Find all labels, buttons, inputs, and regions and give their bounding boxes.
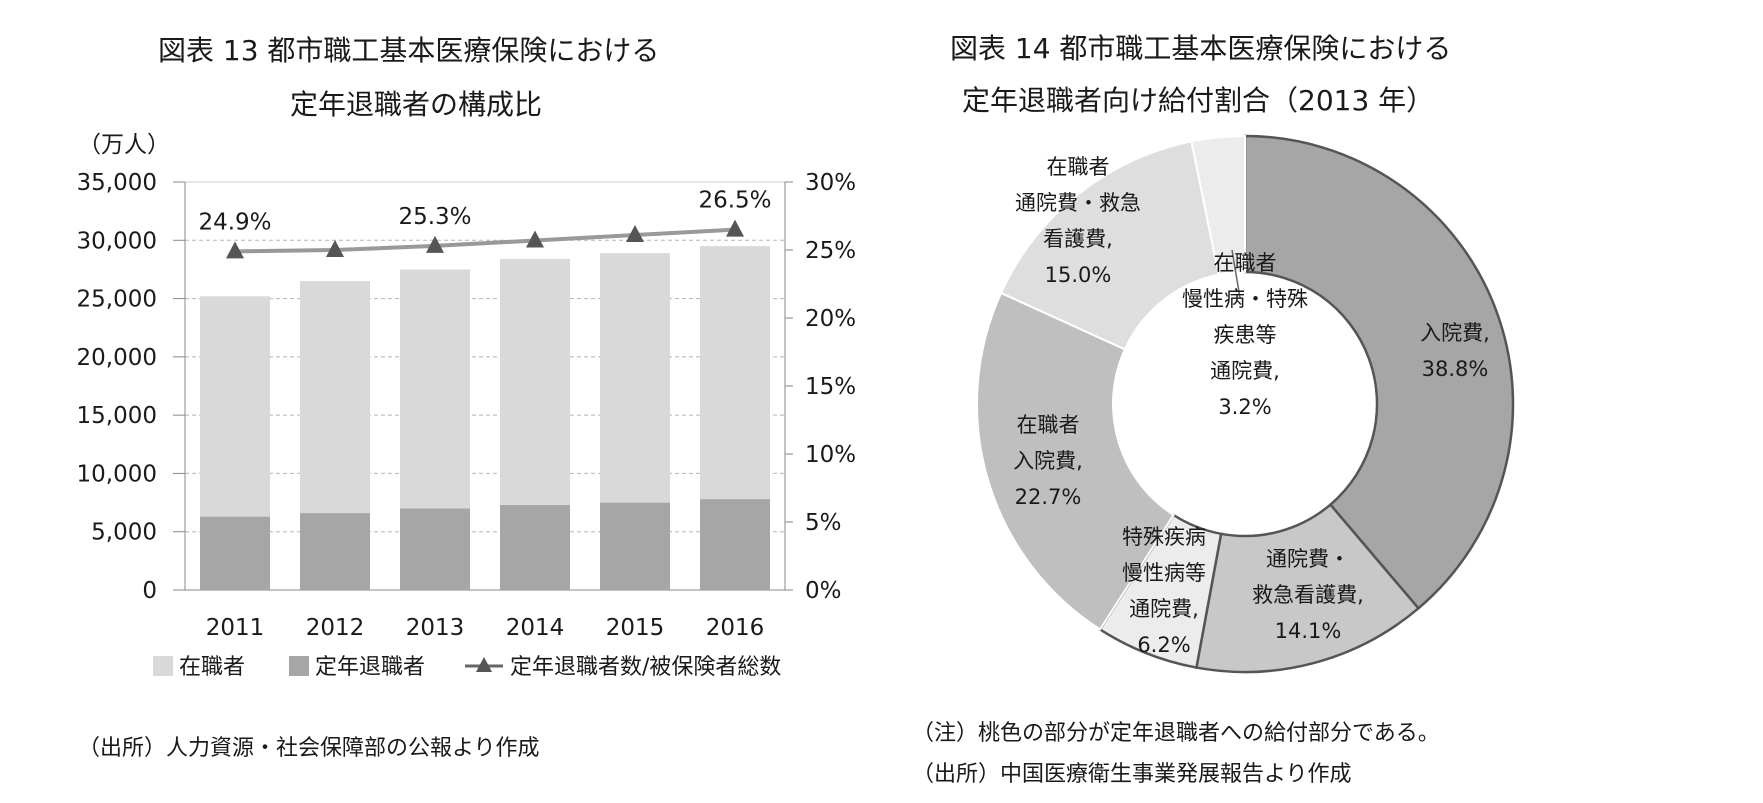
ratio-data-label: 24.9% [198,209,271,235]
y-tick-label: 35,000 [77,170,157,196]
donut-slice-label: 慢性病等 [1122,561,1206,585]
bar-retiree [500,504,570,590]
donut-slice-label: 入院費, [1013,449,1083,473]
y2-tick-label: 0% [805,578,842,604]
bar-active [200,296,270,517]
donut-slice-label: 通院費・救急 [1015,191,1141,215]
y-tick-label: 25,000 [77,287,157,313]
y-tick-label: 10,000 [77,461,157,487]
donut-slice-label: 3.2% [1218,395,1271,419]
y-tick-label: 0 [142,578,157,604]
right-chart-title-line2: 定年退職者向け給付割合（2013 年） [962,84,1435,117]
right-chart-note: （注）桃色の部分が定年退職者への給付部分である。 [912,721,1440,746]
donut-slice-retiree [1194,502,1421,674]
bar-retiree [600,502,670,590]
right-chart-title-line1: 図表 14 都市職工基本医療保険における [950,32,1452,65]
x-tick-label: 2012 [306,615,365,641]
bar-retiree [700,499,770,590]
y-tick-label: 20,000 [77,345,157,371]
y2-tick-label: 10% [805,442,856,468]
bar-active [700,246,770,500]
y-tick-label: 15,000 [77,403,157,429]
donut-slice-active [1190,134,1246,276]
x-tick-label: 2016 [706,615,765,641]
bar-active [500,258,570,505]
y2-tick-label: 25% [805,238,856,264]
ratio-line [234,227,736,254]
x-tick-label: 2015 [606,615,665,641]
donut-slice-label: 15.0% [1045,263,1112,287]
ratio-marker [526,230,544,248]
left-chart-unit-label: （万人） [78,132,170,158]
ratio-marker [226,241,244,259]
legend-label-retiree: 定年退職者 [315,655,425,680]
ratio-marker [626,225,644,243]
left-chart-title-line2: 定年退職者の構成比 [290,88,543,121]
donut-slice-label: 通院費, [1129,597,1199,621]
y2-tick-label: 5% [805,510,842,536]
ratio-marker [426,235,444,253]
donut-slice-label: 慢性病・特殊 [1182,287,1308,311]
donut-slice-label: 38.8% [1422,357,1489,381]
y2-tick-label: 15% [805,374,856,400]
donut-slice-label: 在職者 [1214,251,1277,275]
x-tick-label: 2011 [206,615,265,641]
left-chart-title-line1: 図表 13 都市職工基本医療保険における [158,34,660,67]
y2-tick-label: 30% [805,170,856,196]
ratio-data-label: 25.3% [398,204,471,230]
bar-active [400,269,470,509]
ratio-data-label: 26.5% [698,188,771,214]
donut-slice-label: 在職者 [1017,413,1080,437]
donut-slice-label: 看護費, [1043,227,1113,251]
donut-slice-label: 疾患等 [1214,323,1277,347]
donut-slice-label: 入院費, [1420,321,1490,345]
donut-slice-label: 在職者 [1047,155,1110,179]
donut-slice-label: 14.1% [1275,619,1342,643]
donut-slice-retiree [1243,134,1515,611]
legend-label-ratio: 定年退職者数/被保険者総数 [510,655,781,680]
bar-retiree [400,508,470,590]
ratio-marker [326,240,344,257]
bar-active [300,281,370,514]
legend-swatch-retiree [289,656,309,676]
x-tick-label: 2014 [506,615,565,641]
donut-slice-label: 6.2% [1137,633,1190,657]
bar-line-chart: 35,000 30,000 25,000 20,000 15,000 10,000 5,00… [77,170,857,680]
donut-chart: 入院費,38.8%通院費・救急看護費,14.1%特殊疾病慢性病等通院費,6.2%… [976,134,1515,674]
y-tick-label: 5,000 [91,520,157,546]
legend-label-active: 在職者 [179,655,245,680]
right-chart-source: （出所）中国医療衛生事業発展報告より作成 [912,762,1352,787]
left-chart-source: （出所）人力資源・社会保障部の公報より作成 [78,736,540,761]
donut-slice-label: 通院費・ [1266,547,1350,571]
leader-line [1231,249,1241,299]
ratio-marker [726,219,744,237]
x-tick-label: 2013 [406,615,465,641]
bar-retiree [200,516,270,590]
donut-slice-active [999,140,1220,351]
y-tick-label: 30,000 [77,228,157,254]
legend-marker [476,657,492,672]
donut-slice-label: 特殊疾病 [1122,525,1206,549]
donut-slice-active [976,291,1175,631]
y2-tick-label: 20% [805,306,856,332]
legend-swatch-active [153,656,173,676]
donut-slice-label: 救急看護費, [1252,583,1364,607]
donut-slice-label: 22.7% [1015,485,1082,509]
donut-slice-label: 通院費, [1210,359,1280,383]
bar-active [600,253,670,503]
bar-retiree [300,513,370,590]
